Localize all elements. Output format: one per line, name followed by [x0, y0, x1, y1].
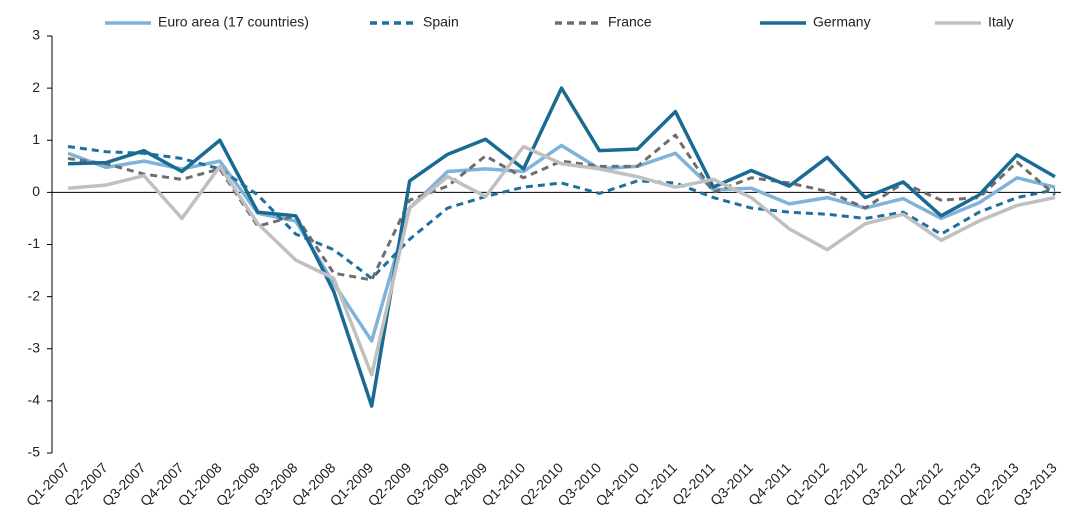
y-tick-label: -1 [28, 235, 41, 251]
y-tick-label: 0 [32, 183, 40, 199]
legend-item: Euro area (17 countries) [105, 14, 309, 30]
line-series [67, 145, 1056, 280]
legend-item: Italy [935, 14, 1014, 30]
y-tick-label: -4 [28, 392, 41, 408]
y-tick-label: 1 [32, 131, 40, 147]
legend-label: Spain [423, 14, 459, 30]
legend-label: Italy [988, 14, 1014, 30]
legend-item: Spain [370, 14, 459, 30]
line-series [67, 144, 1056, 377]
legend-label: Euro area (17 countries) [158, 14, 309, 30]
legend-item: France [555, 14, 652, 30]
y-tick-label: 2 [32, 79, 40, 95]
legend-label: Germany [813, 14, 871, 30]
line-series [67, 143, 1056, 343]
line-series [67, 133, 1056, 282]
y-tick-label: -3 [28, 339, 41, 355]
y-tick-label: -5 [28, 444, 41, 460]
legend-label: France [608, 14, 652, 30]
y-tick-label: 3 [32, 27, 40, 43]
legend-item: Germany [760, 14, 871, 30]
line-series [67, 86, 1056, 408]
y-tick-label: -2 [28, 287, 41, 303]
